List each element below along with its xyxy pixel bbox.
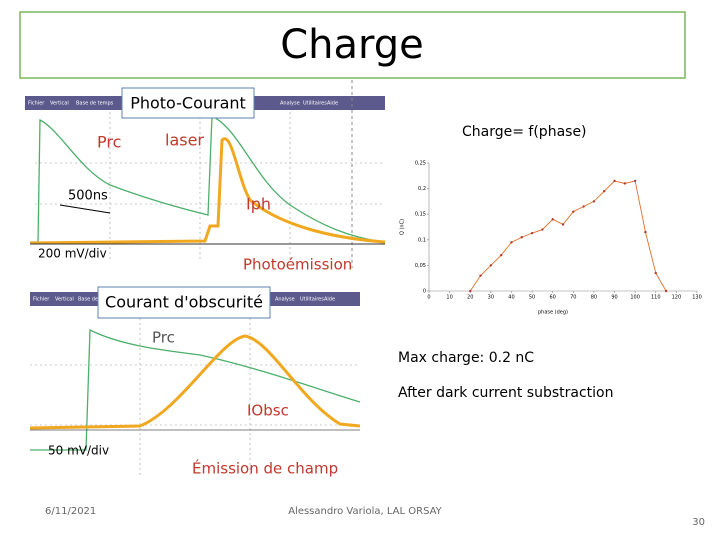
- menu-item: Utilitaires: [300, 297, 324, 303]
- data-point: [469, 289, 472, 293]
- x-tick-label: 80: [591, 295, 597, 301]
- x-tick-label: 120: [672, 295, 682, 301]
- menu-item: Utilitaires: [303, 101, 327, 107]
- x-tick-label: 30: [488, 295, 494, 301]
- chart-heading: Charge= f(phase): [462, 124, 587, 140]
- data-point: [664, 289, 668, 293]
- scope-caption: Émission de champ: [192, 459, 338, 478]
- menu-item: Aide: [324, 297, 335, 303]
- x-tick-label: 100: [630, 295, 640, 301]
- y-tick-label: 0,15: [415, 212, 426, 218]
- x-axis-label: phase (deg): [538, 310, 568, 316]
- x-tick-label: 10: [446, 295, 452, 301]
- menu-item: Aide: [327, 101, 338, 107]
- y-tick-label: 0: [423, 289, 426, 295]
- data-point: [489, 264, 493, 267]
- x-tick-label: 60: [550, 295, 556, 301]
- x-tick-label: 20: [467, 295, 473, 301]
- menu-item: Base de temps: [78, 297, 116, 303]
- trace-label: IObsc: [247, 402, 289, 420]
- note: After dark current substraction: [398, 385, 614, 401]
- x-tick-label: 0: [427, 295, 430, 301]
- trace-label: laser: [165, 131, 204, 150]
- time-arrow: [59, 204, 111, 214]
- data-point: [654, 271, 657, 275]
- volt-div: 50 mV/div: [48, 444, 109, 458]
- data-point: [603, 189, 606, 193]
- y-tick-label: 0,25: [415, 161, 426, 167]
- scope-label: Photo-Courant: [130, 94, 246, 113]
- trace-label: Iph: [246, 195, 271, 214]
- note: Max charge: 0.2 nC: [398, 350, 534, 366]
- menu-item: Base de temps: [76, 101, 114, 107]
- footer-date: 6/11/2021: [45, 506, 96, 517]
- x-tick-label: 70: [570, 295, 576, 301]
- y-tick-label: 0,05: [415, 263, 426, 269]
- data-point: [561, 223, 565, 226]
- data-point: [510, 241, 513, 244]
- menu-item: Analyse: [280, 101, 300, 107]
- data-point: [479, 274, 482, 277]
- data-point: [623, 182, 627, 185]
- title-box: [19, 11, 686, 79]
- menu-item: Fichier: [33, 297, 50, 303]
- data-point: [572, 210, 575, 213]
- trace-label: Prc: [152, 329, 175, 347]
- label-box: [121, 87, 255, 119]
- data-point: [592, 200, 596, 203]
- trace-orange: [29, 334, 361, 430]
- menu: Fichier Vertical Base de temps Analyse U…: [28, 101, 338, 107]
- menu-item: Vertical: [50, 101, 69, 107]
- trace-green: [30, 328, 361, 451]
- scope-bottom: Fichier Vertical Base de temps Analyse U…: [29, 286, 361, 480]
- x-tick-label: 130: [692, 295, 702, 301]
- label-box: [97, 286, 271, 319]
- x-tick-label: 50: [529, 295, 535, 301]
- x-tick-label: 90: [611, 295, 617, 301]
- y-tick-label: 0,2: [418, 186, 426, 192]
- slide-title: Charge: [280, 22, 424, 68]
- scope-label: Courant d'obscurité: [105, 293, 263, 312]
- data-point: [582, 205, 585, 208]
- trace-orange: [29, 137, 386, 245]
- scope-top: Fichier Vertical Base de temps Analyse U…: [25, 80, 386, 274]
- page-number: 30: [692, 517, 705, 528]
- y-tick-label: 0,1: [418, 237, 426, 243]
- menu-item: Vertical: [55, 297, 74, 303]
- data-point: [530, 231, 534, 235]
- menu-item: Fichier: [28, 101, 45, 107]
- data-point: [541, 228, 544, 231]
- data-point: [644, 230, 647, 234]
- x-tick-label: 110: [651, 295, 661, 301]
- scope-caption: Photoémission: [243, 256, 352, 274]
- data-point: [499, 253, 503, 257]
- scope-screen: [30, 292, 360, 480]
- chart: phase (deg) Q (nC) 0 0,05 0,1 0,15 0,2 0,25 0 1…: [400, 161, 702, 316]
- data-point: [613, 179, 616, 183]
- trace-label: Prc: [97, 133, 121, 152]
- x-tick-label: 40: [508, 295, 514, 301]
- menu-item: Analyse: [275, 297, 295, 303]
- data-point: [633, 179, 637, 183]
- data-line: [469, 180, 667, 292]
- volt-div: 200 mV/div: [38, 247, 107, 261]
- menu: Fichier Vertical Base de temps Analyse U…: [33, 297, 335, 303]
- trace-green: [30, 114, 386, 243]
- data-point: [520, 236, 523, 239]
- data-point: [551, 218, 554, 221]
- footer-author: Alessandro Variola, LAL ORSAY: [288, 506, 442, 517]
- y-axis-label: Q (nC): [400, 219, 406, 235]
- time-div: 500ns: [68, 189, 108, 204]
